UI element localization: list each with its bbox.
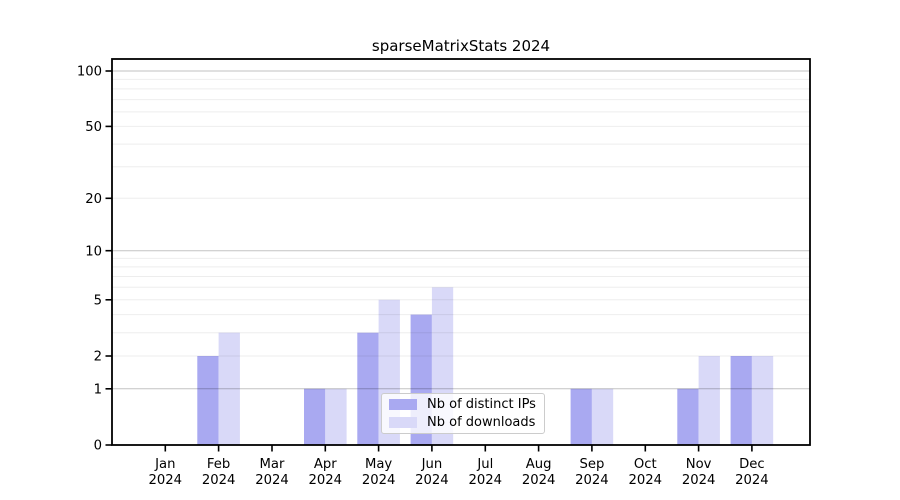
x-tick-label-year: 2024 (469, 473, 503, 488)
legend-label-distinct-ips: Nb of distinct IPs (427, 397, 536, 412)
x-tick-label-year: 2024 (149, 473, 183, 488)
y-tick-label: 1 (94, 382, 102, 397)
x-tick-label-year: 2024 (255, 473, 289, 488)
bar-distinct-ips-nov (677, 388, 699, 445)
legend-label-downloads: Nb of downloads (427, 415, 536, 430)
legend-item-distinct-ips: Nb of distinct IPs (389, 397, 540, 412)
x-tick-label-month: Oct (634, 457, 657, 472)
legend: Nb of distinct IPs Nb of downloads (381, 393, 545, 434)
y-tick-label: 10 (85, 244, 102, 259)
x-tick-label-year: 2024 (575, 473, 609, 488)
x-tick-label-month: Jul (476, 457, 493, 472)
bar-downloads-dec (751, 356, 774, 445)
bar-downloads-feb (218, 332, 240, 445)
x-tick-label-month: Mar (260, 457, 285, 472)
bar-distinct-ips-may (357, 332, 379, 445)
x-tick-label-year: 2024 (522, 473, 556, 488)
bar-downloads-sep (591, 388, 614, 445)
bar-distinct-ips-dec (730, 356, 752, 445)
y-tick-label: 2 (94, 350, 102, 365)
y-tick-label: 5 (94, 293, 102, 308)
x-tick-label-year: 2024 (202, 473, 236, 488)
legend-swatch-downloads (389, 417, 417, 428)
x-tick-label-year: 2024 (629, 473, 663, 488)
y-tick-label: 20 (85, 192, 102, 207)
x-tick-label-year: 2024 (309, 473, 343, 488)
x-tick-label-month: Apr (314, 457, 337, 472)
x-tick-label-year: 2024 (682, 473, 716, 488)
bar-distinct-ips-apr (304, 388, 326, 445)
bar-downloads-apr (325, 388, 347, 445)
x-tick-label-year: 2024 (735, 473, 769, 488)
y-tick-label: 50 (85, 120, 102, 135)
legend-swatch-distinct-ips (389, 399, 417, 410)
x-tick-label-month: Feb (207, 457, 230, 472)
x-tick-label-month: Jan (154, 457, 175, 472)
x-tick-label-year: 2024 (362, 473, 396, 488)
x-tick-label-month: Nov (686, 457, 712, 472)
x-tick-label-month: May (365, 457, 392, 472)
bar-distinct-ips-sep (570, 388, 592, 445)
axes-spines (111, 58, 811, 446)
x-tick-label-year: 2024 (415, 473, 449, 488)
x-tick-label-month: Dec (739, 457, 765, 472)
bar-distinct-ips-feb (197, 356, 219, 445)
chart-title: sparseMatrixStats 2024 (371, 37, 551, 55)
x-tick-label-month: Aug (526, 457, 552, 472)
bar-downloads-nov (698, 356, 720, 445)
y-tick-label: 100 (77, 65, 102, 80)
y-tick-label: 0 (94, 439, 102, 454)
x-tick-label-month: Jun (421, 457, 443, 472)
legend-item-downloads: Nb of downloads (389, 415, 540, 430)
x-tick-label-month: Sep (579, 457, 604, 472)
